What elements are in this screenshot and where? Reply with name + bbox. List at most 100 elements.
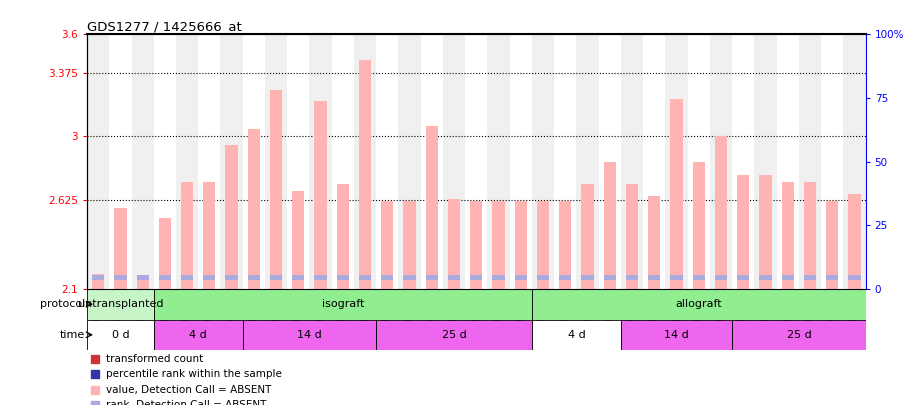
Bar [448, 275, 460, 279]
Bar [376, 34, 398, 289]
Bar [781, 182, 794, 289]
Bar [643, 34, 665, 289]
Bar [604, 162, 616, 289]
Bar [732, 34, 755, 289]
Bar [470, 201, 483, 289]
Bar [198, 34, 221, 289]
Bar [314, 100, 327, 289]
Bar [604, 275, 616, 279]
Bar [247, 130, 260, 289]
Bar [826, 201, 838, 289]
Bar [225, 275, 238, 279]
Text: 4 d: 4 d [190, 330, 207, 340]
Text: 14 d: 14 d [664, 330, 689, 340]
Bar [799, 34, 821, 289]
Bar [181, 182, 193, 289]
Bar [420, 34, 443, 289]
Bar [426, 126, 438, 289]
Bar [576, 34, 599, 289]
Bar [532, 34, 554, 289]
Text: allograft: allograft [675, 299, 722, 309]
Bar [132, 34, 154, 289]
Bar [626, 184, 638, 289]
Bar [582, 184, 594, 289]
Bar [688, 34, 710, 289]
Bar [714, 136, 727, 289]
Bar [247, 275, 260, 279]
Bar [554, 34, 576, 289]
Bar [599, 34, 621, 289]
Bar [381, 201, 394, 289]
Bar [759, 275, 771, 279]
Bar [848, 194, 861, 289]
Bar [493, 275, 505, 279]
Bar [671, 275, 682, 279]
Bar [509, 34, 532, 289]
Text: rank, Detection Call = ABSENT: rank, Detection Call = ABSENT [106, 400, 267, 405]
Bar [626, 275, 638, 279]
Bar [403, 275, 416, 279]
Bar [203, 182, 215, 289]
Bar [87, 34, 109, 289]
Bar [154, 320, 243, 350]
Bar [710, 34, 732, 289]
Bar [359, 275, 371, 279]
Bar [465, 34, 487, 289]
Text: 0 d: 0 d [112, 330, 129, 340]
Bar [426, 275, 438, 279]
Bar [154, 289, 532, 320]
Bar [314, 275, 327, 279]
Bar [737, 275, 749, 279]
Bar [176, 34, 198, 289]
Bar [87, 289, 154, 320]
Bar [649, 196, 660, 289]
Bar [559, 275, 572, 279]
Bar [448, 199, 460, 289]
Bar [270, 275, 282, 279]
Bar [649, 275, 660, 279]
Bar [381, 275, 394, 279]
Bar [354, 34, 376, 289]
Text: isograft: isograft [322, 299, 364, 309]
Bar [332, 34, 354, 289]
Bar [804, 182, 816, 289]
Bar [154, 34, 176, 289]
Bar [714, 275, 727, 279]
Text: protocol: protocol [39, 299, 85, 309]
Bar [755, 34, 777, 289]
Bar [621, 34, 643, 289]
Bar [582, 275, 594, 279]
Bar [87, 320, 154, 350]
Bar [243, 34, 265, 289]
Bar [777, 34, 799, 289]
Bar [621, 320, 732, 350]
Bar [92, 275, 104, 279]
Bar [470, 275, 483, 279]
Bar [398, 34, 420, 289]
Bar [181, 275, 193, 279]
Bar [515, 201, 527, 289]
Bar [292, 275, 304, 279]
Bar [737, 175, 749, 289]
Bar [136, 275, 148, 289]
Bar [203, 275, 215, 279]
Bar [225, 145, 238, 289]
Bar [288, 34, 310, 289]
Bar [158, 218, 171, 289]
Text: time: time [60, 330, 85, 340]
Text: percentile rank within the sample: percentile rank within the sample [106, 369, 282, 379]
Bar [443, 34, 465, 289]
Bar [487, 34, 509, 289]
Bar [781, 275, 794, 279]
Bar [493, 201, 505, 289]
Bar [559, 201, 572, 289]
Bar [292, 190, 304, 289]
Bar [337, 184, 349, 289]
Bar [243, 320, 376, 350]
Bar [532, 289, 866, 320]
Bar [732, 320, 866, 350]
Bar [692, 162, 705, 289]
Bar [221, 34, 243, 289]
Bar [114, 207, 126, 289]
Bar [671, 99, 682, 289]
